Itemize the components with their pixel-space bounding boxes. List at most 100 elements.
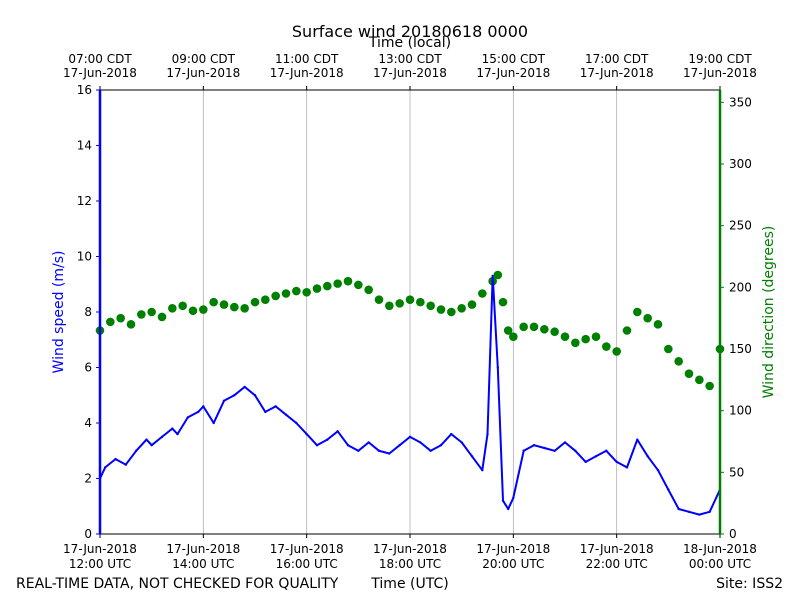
wind-speed-point [202, 405, 205, 408]
wind-speed-point [708, 510, 711, 513]
wind-speed-point [491, 274, 494, 278]
wind-speed-point [439, 444, 443, 447]
wind-direction-point [498, 297, 508, 307]
wind-direction-point [705, 381, 714, 391]
wind-speed-point [677, 507, 680, 511]
left-tick-label: 2 [84, 472, 92, 486]
wind-direction-point [333, 279, 342, 288]
wind-direction-point [240, 304, 249, 313]
top-tick-time: 11:00 CDT [275, 52, 339, 66]
wind-speed-point [470, 455, 474, 458]
wind-speed-point [103, 466, 107, 469]
wind-direction-point [519, 322, 528, 332]
wind-speed-point [419, 441, 422, 444]
wind-direction-point [591, 332, 601, 341]
wind-speed-point [501, 499, 505, 502]
wind-direction-point [457, 304, 466, 313]
wind-direction-point [612, 347, 621, 356]
left-tick-label: 6 [84, 361, 92, 375]
wind-speed-point [233, 394, 236, 397]
site-label: Site: ISS2 [716, 576, 783, 592]
wind-speed-point [134, 449, 138, 452]
wind-speed-point [481, 468, 484, 472]
wind-direction-point [271, 291, 280, 301]
left-tick-label: 16 [77, 83, 92, 97]
wind-speed-point [367, 441, 370, 444]
wind-direction-point [405, 295, 415, 304]
wind-speed-point [450, 432, 453, 436]
right-tick-label: 150 [729, 342, 752, 356]
wind-speed-point [176, 432, 179, 436]
wind-speed-point [274, 405, 277, 408]
wind-direction-point [529, 322, 539, 332]
wind-speed-point [646, 455, 649, 458]
wind-direction-point [374, 295, 384, 304]
wind-direction-point [493, 270, 503, 280]
wind-speed-point [398, 444, 401, 447]
wind-direction-point [540, 324, 549, 334]
wind-direction-point [147, 307, 156, 317]
wind-direction-point [354, 280, 363, 290]
wind-speed-point [336, 430, 339, 433]
x-tick-date: 17-Jun-2018 [580, 542, 654, 556]
wind-direction-point [416, 297, 425, 307]
wind-direction-point [602, 342, 611, 351]
wind-speed-point [636, 438, 639, 441]
wind-direction-point [168, 304, 177, 313]
vertical-grid [202, 90, 618, 534]
quality-disclaimer: REAL-TIME DATA, NOT CHECKED FOR QUALITY [16, 576, 339, 592]
wind-speed-point [522, 449, 525, 452]
right-tick-label: 300 [729, 157, 752, 171]
wind-speed-point [160, 435, 164, 439]
wind-speed-point [388, 452, 391, 455]
wind-direction-point [664, 344, 673, 354]
top-tick-time: 13:00 CDT [378, 52, 442, 66]
right-tick-label: 350 [729, 95, 752, 109]
x-tick-date: 17-Jun-2018 [166, 542, 240, 556]
left-tick-label: 12 [77, 194, 92, 208]
right-tick-label: 100 [729, 404, 752, 418]
left-axis-title: Wind speed (m/s) [51, 251, 67, 374]
right-tick-label: 50 [729, 465, 744, 479]
right-axis-title: Wind direction (degrees) [761, 226, 777, 399]
wind-speed-point [295, 421, 298, 425]
wind-direction-point [643, 313, 652, 323]
top-tick-date: 17-Jun-2018 [683, 66, 757, 80]
wind-direction-point [343, 276, 353, 286]
wind-direction-point [250, 297, 260, 307]
wind-direction-point [209, 297, 218, 307]
wind-direction-point [281, 289, 291, 298]
x-tick-time: 14:00 UTC [172, 557, 234, 571]
x-tick-date: 17-Jun-2018 [270, 542, 344, 556]
x-tick-time: 12:00 UTC [69, 557, 131, 571]
wind-speed-point [196, 410, 200, 414]
right-tick-label: 0 [729, 527, 737, 541]
wind-direction-point [653, 320, 663, 329]
wind-direction-point [292, 286, 301, 296]
wind-direction-point [395, 299, 404, 308]
wind-speed-point [543, 446, 546, 450]
wind-speed-point [584, 460, 587, 464]
wind-direction-point [478, 289, 487, 298]
wind-speed-line [99, 274, 721, 516]
wind-direction-point [302, 287, 311, 297]
wind-speed-point [284, 413, 288, 416]
top-tick-time: 19:00 CDT [688, 52, 752, 66]
wind-direction-point [426, 301, 435, 311]
wind-direction-point [323, 281, 332, 291]
wind-direction-point [633, 307, 642, 317]
wind-speed-point [553, 449, 556, 452]
x-tick-time: 20:00 UTC [482, 557, 544, 571]
wind-direction-point [116, 313, 125, 323]
wind-direction-point [219, 300, 229, 309]
x-tick-time: 16:00 UTC [276, 557, 338, 571]
top-tick-time: 09:00 CDT [172, 52, 236, 66]
wind-speed-point [186, 416, 190, 419]
left-tick-label: 8 [84, 305, 92, 319]
wind-direction-point [157, 312, 167, 322]
top-tick-time: 15:00 CDT [482, 52, 546, 66]
wind-speed-point [253, 394, 257, 397]
wind-speed-point [150, 444, 153, 447]
